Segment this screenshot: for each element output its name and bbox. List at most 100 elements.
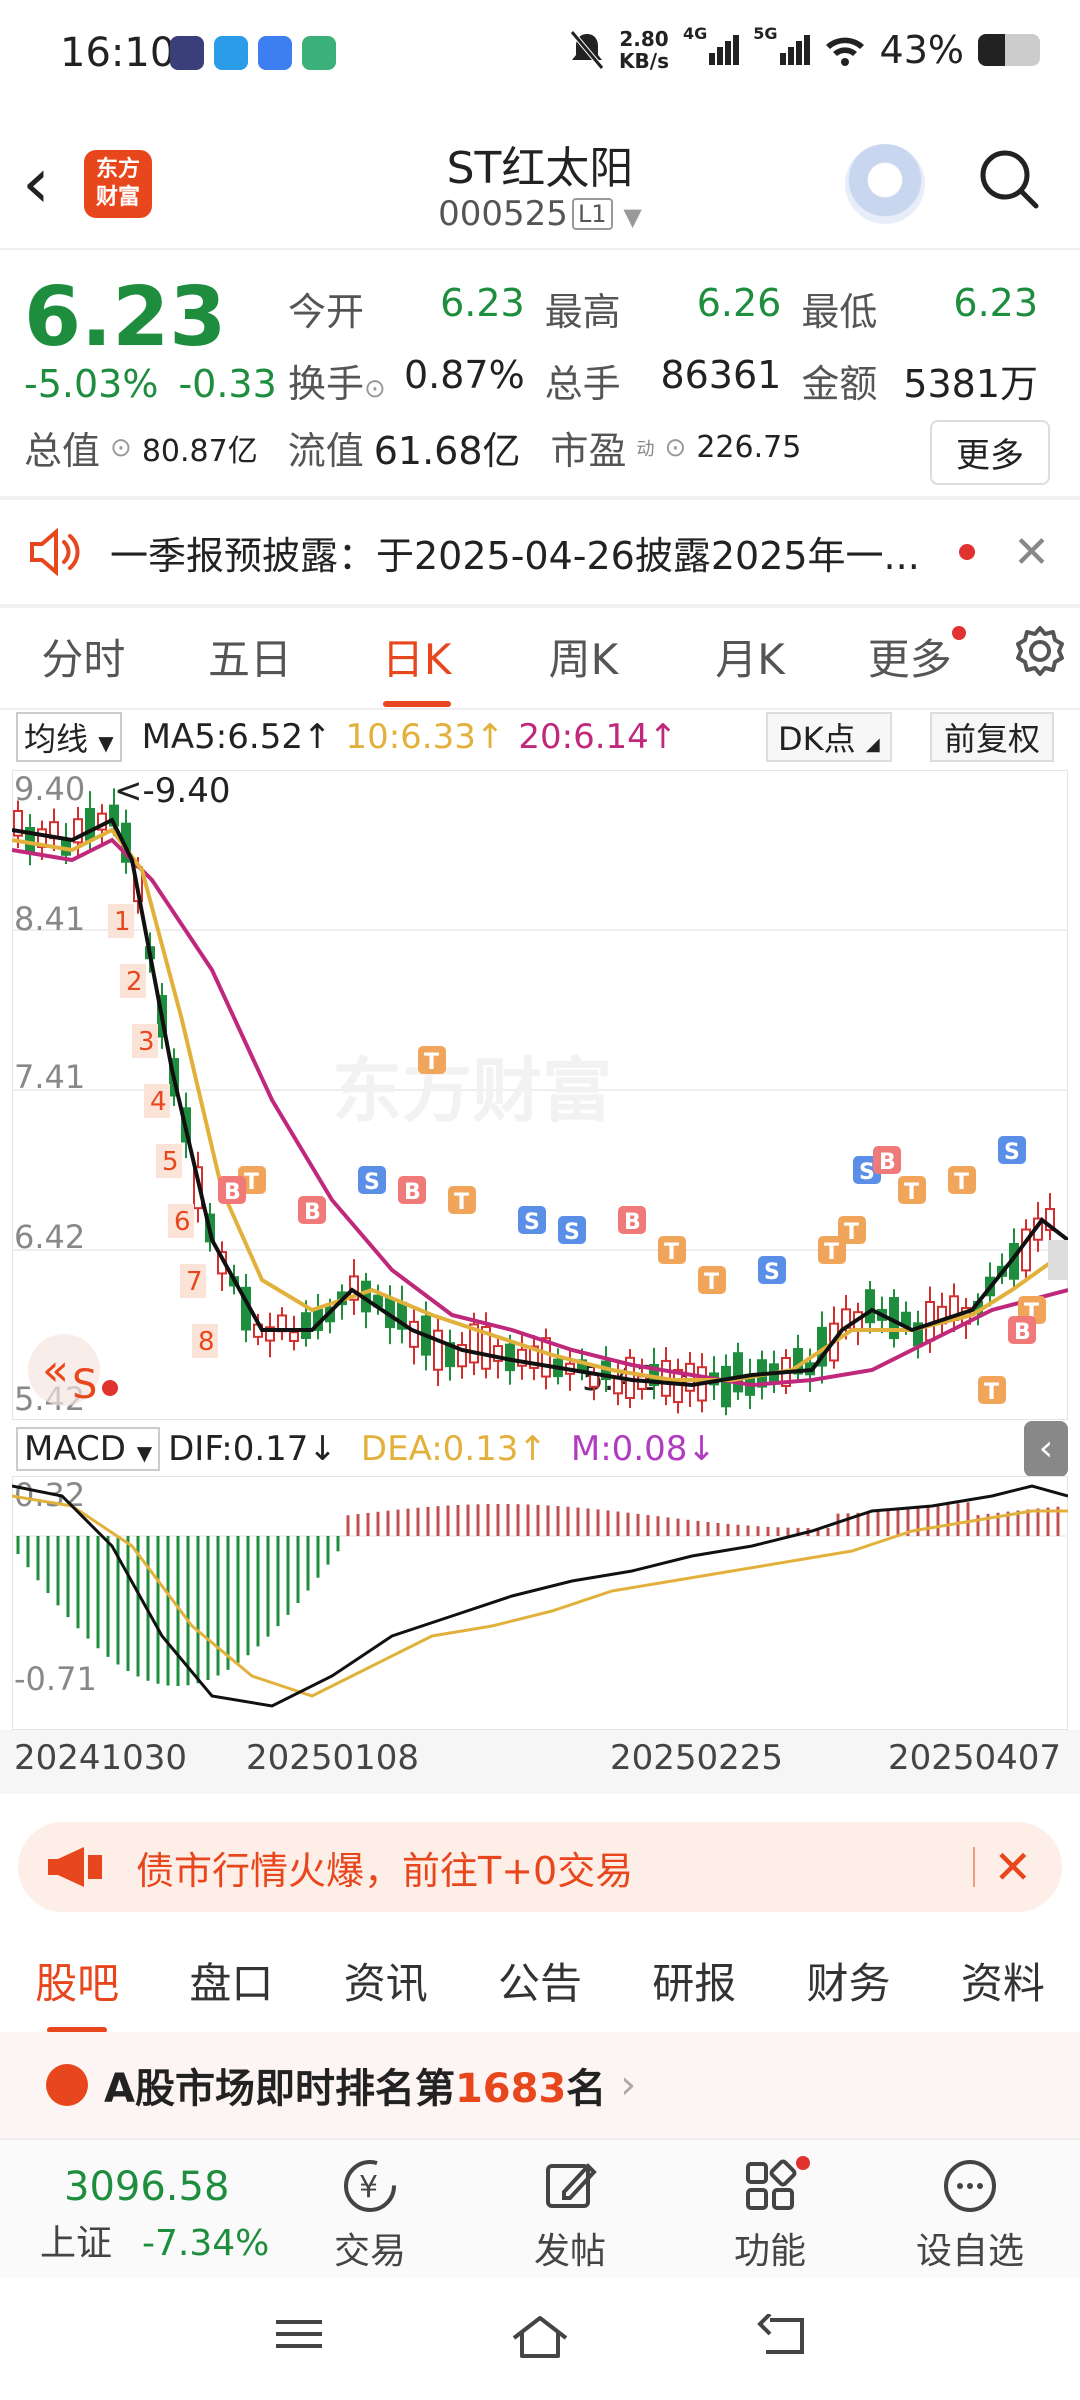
dk-points-button[interactable]: DK点 ◢ — [766, 712, 892, 762]
trade-button[interactable]: ¥ 交易 — [300, 2156, 440, 2274]
candle — [517, 1348, 527, 1367]
count-badge-label: 5 — [162, 1147, 179, 1177]
signal-badge — [838, 1216, 866, 1244]
signal-badge-label: S — [859, 1160, 875, 1185]
macd-chart[interactable]: 0.32 -0.71 — [12, 1476, 1068, 1730]
count-badge-label: 8 — [198, 1327, 215, 1357]
tab-weekly-k[interactable]: 周K — [548, 634, 619, 684]
tab-announcements[interactable]: 公告 — [497, 1958, 582, 2008]
macd-m: M:0.08↓ — [570, 1429, 716, 1469]
grid-icon — [746, 2159, 797, 2210]
index-ticker[interactable]: 3096.58 上证 -7.34% — [40, 2164, 270, 2264]
search-icon[interactable] — [978, 148, 1040, 210]
y-label: 7.41 — [14, 1058, 85, 1096]
macd-y-bottom: -0.71 — [14, 1660, 97, 1698]
chart-edge-handle — [1048, 1240, 1068, 1280]
chevron-down-icon: ▼ — [623, 203, 642, 231]
signal-badge-label: T — [664, 1240, 679, 1265]
signal-badge — [358, 1166, 386, 1194]
tab-daily-k[interactable]: 日K — [333, 626, 500, 707]
add-watchlist-button[interactable]: 设自选 — [900, 2156, 1040, 2274]
signal-badge — [978, 1376, 1006, 1404]
close-icon[interactable]: ✕ — [993, 1840, 1032, 1894]
count-badge-label: 2 — [126, 967, 143, 997]
indicator-select[interactable]: 均线 ▼ — [16, 712, 122, 762]
signal-badge-label: B — [304, 1200, 321, 1225]
signal-badge-label: S — [564, 1220, 580, 1245]
candle — [589, 1373, 599, 1388]
signal-badge — [298, 1196, 326, 1224]
candle — [73, 818, 83, 844]
count-badge — [156, 1144, 182, 1178]
signal-badge-label: T — [954, 1170, 969, 1195]
candle — [85, 807, 95, 841]
app-notification-icon — [302, 36, 336, 70]
info-icon: ⊙ — [110, 432, 132, 463]
signal-5g-icon: 5G — [753, 24, 810, 65]
tab-financials[interactable]: 财务 — [806, 1958, 891, 2008]
status-time: 16:10 — [60, 30, 176, 76]
divider — [0, 604, 1080, 608]
more-quote-button[interactable]: 更多 — [930, 420, 1050, 485]
kline-chart[interactable]: 东方财富 9.40 8.41 7.41 6.42 5.42 <-9.40 5.4… — [12, 770, 1068, 1420]
battery-percent: 43% — [879, 28, 964, 72]
post-button[interactable]: 发帖 — [500, 2156, 640, 2274]
high-annotation: <-9.40 — [114, 771, 230, 811]
tab-guba[interactable]: 股吧 — [0, 1950, 154, 2033]
signal-badge — [618, 1206, 646, 1234]
yuan-icon: ¥ — [344, 2160, 396, 2212]
y-label: 8.41 — [14, 900, 85, 938]
scroll-left-button — [28, 1334, 100, 1406]
ma5-value: MA5:6.52↑ — [141, 717, 332, 757]
tab-profile[interactable]: 资料 — [960, 1958, 1045, 2008]
features-button[interactable]: 功能 — [700, 2156, 840, 2274]
signal-badge-label: B — [1014, 1320, 1031, 1345]
tab-research[interactable]: 研报 — [652, 1958, 737, 2008]
gear-icon[interactable] — [1000, 624, 1080, 688]
market-rank[interactable]: A股市场即时排名第1683名 › — [0, 2032, 1080, 2138]
tab-order-book[interactable]: 盘口 — [189, 1958, 274, 2008]
tab-monthly-k[interactable]: 月K — [715, 634, 785, 684]
home-icon[interactable] — [510, 2314, 570, 2360]
signal-4g-icon: 4G — [683, 24, 740, 65]
tab-more[interactable]: 更多 — [833, 625, 1000, 687]
count-badge-label: 6 — [174, 1207, 191, 1237]
wifi-icon — [825, 37, 864, 66]
candle — [865, 1289, 875, 1324]
candle — [1045, 1208, 1055, 1232]
unread-dot — [959, 544, 976, 560]
stock-code[interactable]: 000525 L1 ▼ — [438, 194, 642, 234]
macd-select[interactable]: MACD ▼ — [16, 1427, 161, 1471]
info-icon: ⊙ — [364, 373, 386, 404]
robot-assistant-icon[interactable] — [845, 144, 925, 224]
signal-badge-label: T — [824, 1240, 839, 1265]
promo-banner[interactable]: 债市行情火爆，前往T+0交易 ✕ — [18, 1822, 1062, 1912]
tab-five-day[interactable]: 五日 — [208, 634, 293, 684]
signal-badge-label: S — [1004, 1140, 1020, 1165]
stock-header: ‹ 东方 财富 ST红太阳 000525 L1 ▼ — [0, 110, 1080, 250]
signal-badge-label: S — [764, 1260, 780, 1285]
notice-bar[interactable]: 一季报预披露：于2025-04-26披露2025年一... ✕ — [0, 498, 1080, 606]
candle — [265, 1326, 275, 1342]
tab-news[interactable]: 资讯 — [343, 1958, 428, 2008]
speaker-icon — [30, 527, 80, 577]
menu-icon[interactable] — [274, 2314, 324, 2354]
ma20-line — [12, 837, 1068, 1388]
tab-intraday[interactable]: 分时 — [41, 634, 126, 684]
eastmoney-logo[interactable]: 东方 财富 — [84, 150, 152, 218]
back-button[interactable]: ‹ — [22, 142, 50, 224]
signal-badge — [758, 1256, 786, 1284]
stock-name: ST红太阳 — [446, 143, 634, 194]
chevron-right-icon: › — [620, 2062, 637, 2108]
count-badge-label: 3 — [138, 1027, 155, 1057]
y-label: 6.42 — [14, 1218, 85, 1256]
net-speed: 2.80 KB/s — [619, 27, 669, 73]
signal-badge-label: T — [904, 1180, 919, 1205]
s-marker: S — [72, 1362, 97, 1408]
adjust-mode-button[interactable]: 前复权 — [930, 712, 1055, 762]
close-icon[interactable]: ✕ — [1013, 526, 1050, 578]
back-nav-icon[interactable] — [756, 2314, 806, 2358]
candle — [349, 1275, 359, 1301]
collapse-panel-button[interactable]: ‹ — [1024, 1421, 1068, 1477]
